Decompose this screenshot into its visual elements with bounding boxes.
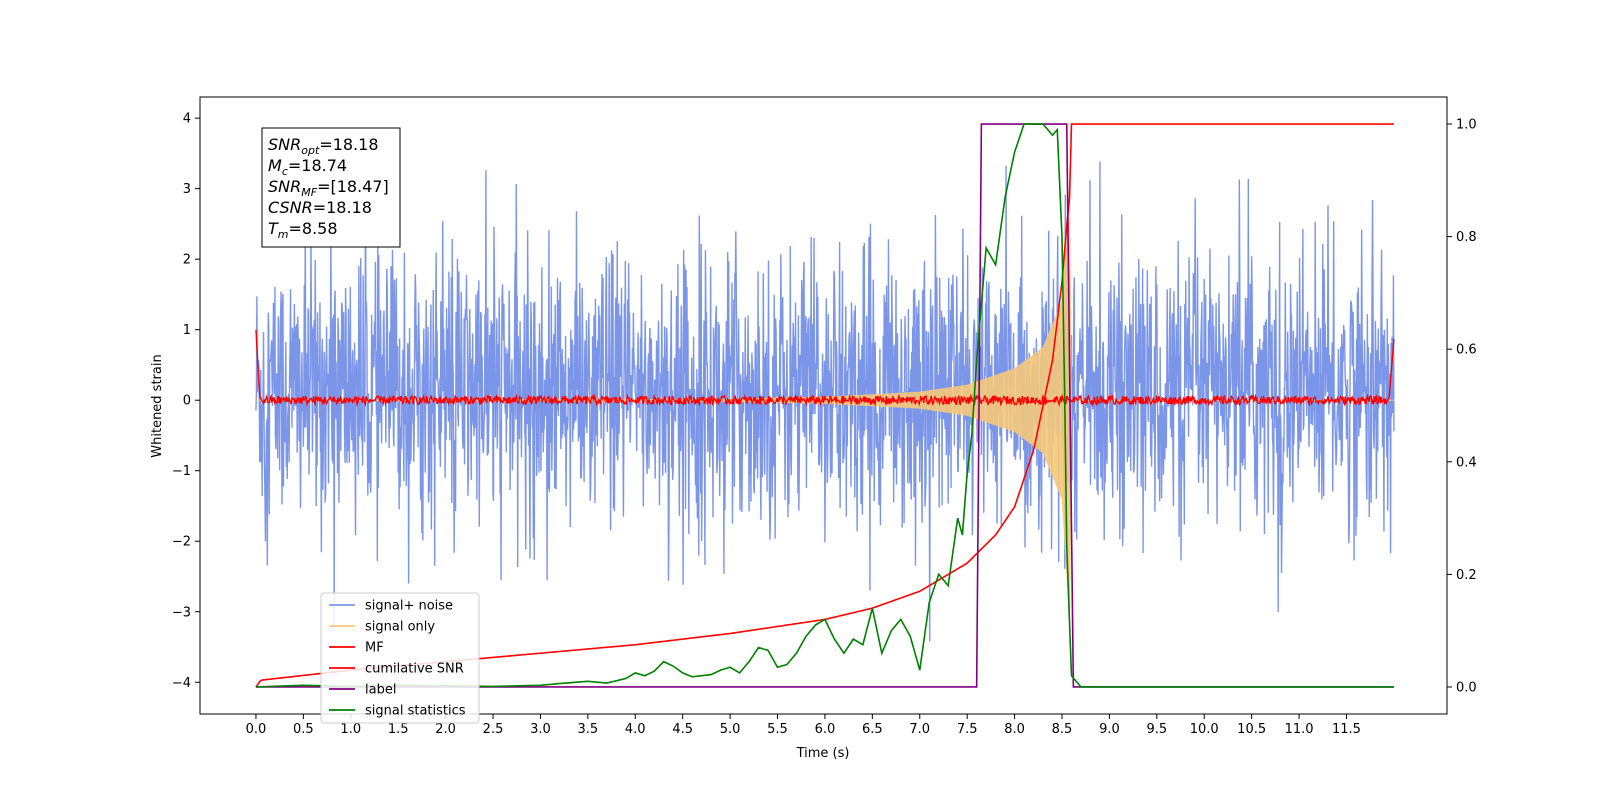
y-left-tick-label: −1 [172, 464, 191, 479]
y-right-tick-label: 0.0 [1456, 680, 1477, 695]
x-tick-label: 1.0 [340, 722, 361, 737]
annotation-line: SNRopt=18.18 [268, 135, 379, 157]
x-tick-label: 6.5 [862, 722, 883, 737]
x-axis-label: Time (s) [796, 746, 850, 761]
x-tick-label: 2.5 [483, 722, 504, 737]
x-tick-label: 0.5 [293, 722, 314, 737]
legend-label: signal statistics [365, 704, 466, 719]
y-right-tick-label: 1.0 [1456, 118, 1477, 133]
legend-label: label [365, 683, 396, 698]
x-tick-label: 9.5 [1146, 722, 1167, 737]
x-tick-label: 7.0 [909, 722, 930, 737]
x-tick-label: 10.5 [1237, 722, 1266, 737]
x-tick-label: 10.0 [1190, 722, 1219, 737]
y-left-tick-label: 1 [183, 323, 191, 338]
y-axis-label-left: Whitened strain [150, 354, 165, 457]
y-left-tick-label: −4 [172, 676, 191, 691]
annotation-line: SNRMF=[18.47] [268, 177, 389, 199]
y-right-tick-label: 0.8 [1456, 230, 1477, 245]
x-tick-label: 1.5 [388, 722, 409, 737]
x-tick-label: 2.0 [435, 722, 456, 737]
y-axis-right: 1.0 0.8 0.6 0.4 0.2 0.0 [1447, 118, 1477, 695]
legend-label: cumilative SNR [365, 662, 464, 677]
legend-frame [320, 592, 480, 724]
x-tick-label: 9.0 [1099, 722, 1120, 737]
y-left-tick-label: 0 [183, 394, 191, 409]
x-tick-label: 7.5 [957, 722, 978, 737]
y-right-tick-label: 0.2 [1456, 568, 1477, 583]
x-axis: 0.0 0.5 1.0 1.5 2.0 2.5 3.0 3.5 4.0 4.5 5.0 5.5 6.0 6… [246, 714, 1361, 737]
legend-label: signal only [365, 620, 435, 635]
stats-annotation-box: SNRopt=18.18Mc=18.74SNRMF=[18.47]CSNR=18… [261, 127, 401, 248]
annotation-frame [261, 127, 401, 248]
annotation-line: CSNR=18.18 [268, 198, 372, 217]
series-mf [255, 329, 1395, 408]
y-axis-left: 4 3 2 1 0 −1 −2 −3 −4 [172, 112, 200, 691]
x-tick-label: 11.5 [1332, 722, 1361, 737]
y-left-tick-label: −2 [172, 535, 191, 550]
x-tick-label: 3.5 [578, 722, 599, 737]
legend-label: signal+ noise [365, 599, 453, 614]
x-tick-label: 6.0 [815, 722, 836, 737]
x-tick-label: 11.0 [1285, 722, 1314, 737]
series-signal-statistics [255, 123, 1394, 688]
series-signal-plus-noise [255, 161, 1395, 642]
x-tick-label: 8.0 [1004, 722, 1025, 737]
annotation-line: Tm=8.58 [268, 219, 338, 241]
x-tick-label: 5.0 [720, 722, 741, 737]
y-left-tick-label: 4 [183, 112, 191, 127]
y-right-tick-label: 0.4 [1456, 455, 1477, 470]
x-tick-label: 3.0 [530, 722, 551, 737]
annotation-line: Mc=18.74 [268, 156, 347, 178]
legend-label: MF [365, 641, 384, 656]
y-left-tick-label: 3 [183, 182, 191, 197]
x-tick-label: 4.0 [625, 722, 646, 737]
x-tick-label: 5.5 [767, 722, 788, 737]
plot-frame [199, 96, 1448, 715]
legend: signal+ noise signal only MF cumilative SNR… [320, 592, 480, 724]
y-left-tick-label: 2 [183, 253, 191, 268]
x-tick-label: 4.5 [672, 722, 693, 737]
y-left-tick-label: −3 [172, 605, 191, 620]
y-right-tick-label: 0.6 [1456, 343, 1477, 358]
x-tick-label: 0.0 [246, 722, 267, 737]
x-tick-label: 8.5 [1052, 722, 1073, 737]
